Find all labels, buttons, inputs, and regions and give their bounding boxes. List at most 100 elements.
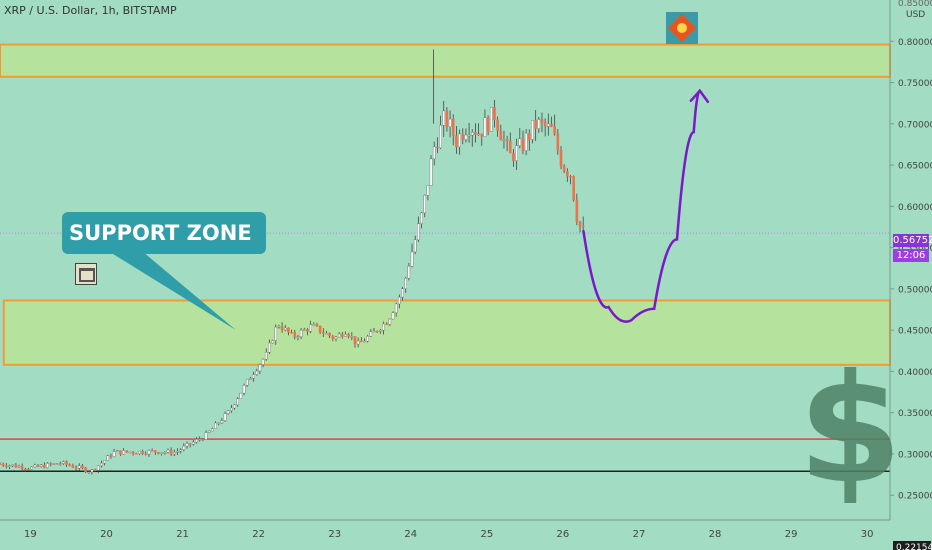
y-tick-label: 0.30000: [898, 450, 932, 460]
candle-body: [334, 336, 338, 339]
candle-body: [502, 139, 506, 141]
candle-body: [242, 385, 246, 394]
candle-body: [283, 327, 287, 331]
candle-body: [157, 452, 160, 455]
candle-body: [356, 340, 360, 345]
candle-body: [315, 324, 319, 327]
candle-body: [512, 152, 515, 162]
candle-body: [252, 374, 255, 379]
candle-body: [360, 340, 363, 343]
y-tick-label: 0.75000: [898, 79, 932, 89]
candle-body: [106, 455, 110, 461]
candle-body: [407, 266, 411, 279]
candle-body: [264, 352, 268, 360]
candle-body: [74, 467, 78, 469]
candle-body: [103, 460, 106, 464]
candle-body: [398, 296, 401, 305]
candle-body: [344, 334, 347, 337]
candle-body: [201, 438, 205, 441]
candle-body: [138, 450, 141, 454]
candle-body: [195, 439, 198, 443]
candle-body: [572, 176, 575, 201]
candle-body: [420, 212, 423, 224]
candle-body: [11, 464, 14, 467]
candle-body: [192, 441, 195, 445]
candle-body: [93, 469, 97, 471]
candle-body: [363, 340, 366, 343]
candle-body: [388, 318, 392, 325]
candle-body: [385, 323, 388, 326]
candle-body: [24, 468, 27, 471]
candle-body: [290, 332, 293, 334]
candle-body: [404, 277, 407, 289]
candle-body: [109, 455, 113, 457]
candle-body: [147, 450, 151, 455]
candle-body: [470, 132, 474, 136]
candle-body: [144, 453, 148, 455]
candle-body: [309, 324, 312, 332]
y-tick-label: 0.65000: [898, 162, 932, 172]
y-tick-label-bottom: 0.22154: [896, 543, 932, 550]
candle-body: [112, 451, 116, 457]
candle-body: [14, 464, 18, 468]
candle-body: [268, 342, 271, 353]
x-tick-label: 26: [557, 529, 570, 540]
x-tick-label: 21: [176, 529, 189, 540]
candle-body: [569, 176, 572, 178]
candle-body: [436, 146, 439, 149]
candle-body: [166, 449, 170, 453]
candle-body: [287, 327, 290, 333]
candle-body: [223, 413, 227, 421]
candle-body: [448, 118, 452, 127]
candle-body: [84, 467, 87, 473]
explosion-icon: [666, 12, 698, 44]
candle-body: [458, 133, 461, 148]
y-tick-label: 0.35000: [898, 409, 932, 419]
candle-body: [49, 463, 53, 465]
candle-body: [394, 303, 398, 314]
candle-body: [33, 464, 37, 468]
candle-body: [489, 107, 493, 132]
candle-body: [318, 325, 322, 333]
candle-body: [413, 239, 417, 253]
candle-body: [43, 464, 46, 468]
candle-body: [188, 443, 192, 445]
candle-body: [236, 398, 240, 406]
candle-body: [81, 465, 84, 468]
last-price-tag: 0.56752: [893, 234, 932, 247]
candle-body: [575, 199, 579, 222]
candle-body: [141, 450, 144, 454]
candle-body: [382, 323, 385, 331]
x-tick-label: 28: [709, 529, 722, 540]
candle-body: [467, 134, 471, 137]
x-tick-label: 23: [328, 529, 341, 540]
candle-body: [566, 171, 569, 177]
candle-body: [528, 133, 531, 140]
support-zone-callout: SUPPORT ZONE: [62, 212, 266, 285]
candle-body: [581, 226, 585, 228]
bottom-price-tag: [893, 541, 931, 550]
candle-body: [249, 378, 252, 380]
callout-pointer: [106, 250, 236, 330]
candle-body: [271, 340, 274, 344]
candle-body: [302, 329, 306, 331]
y-tick-label: 0.25000: [898, 492, 932, 502]
y-tick-label: 0.60000: [898, 203, 932, 213]
candle-body: [341, 333, 344, 337]
candle-body: [369, 331, 373, 337]
candle-body: [379, 329, 382, 332]
x-tick-label: 30: [861, 529, 874, 540]
candle-body: [119, 450, 122, 455]
chart-header: XRP / U.S. Dollar, 1h, BITSTAMP: [4, 4, 177, 17]
candle-body: [96, 465, 100, 471]
candle-body: [169, 449, 173, 455]
candle-body: [372, 330, 376, 333]
projection-curve: [582, 89, 702, 323]
candle-body: [68, 464, 72, 466]
candle-body: [230, 407, 233, 411]
zone-rect: [0, 43, 891, 78]
candle-body: [27, 468, 30, 471]
y-tick-label: 0.70000: [898, 120, 932, 130]
